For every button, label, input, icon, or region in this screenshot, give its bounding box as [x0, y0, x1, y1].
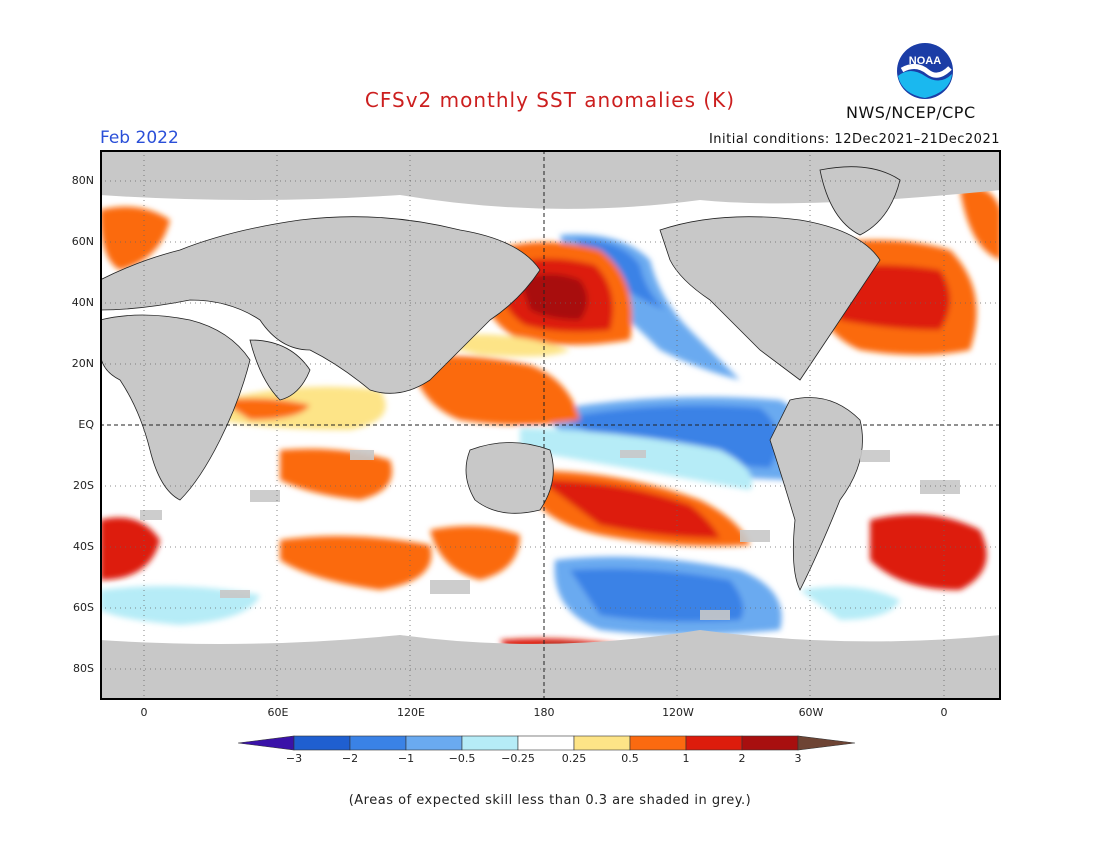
colorbar-level-label: −0.25	[501, 752, 535, 765]
colorbar-swatch	[405, 735, 463, 751]
lon-label: 60W	[798, 706, 824, 719]
lat-label: 40S	[73, 540, 94, 553]
colorbar-swatch	[685, 735, 743, 751]
lat-label: 80N	[71, 174, 94, 187]
low-skill-mask	[140, 450, 960, 620]
initial-conditions: Initial conditions: 12Dec2021–21Dec2021	[708, 132, 1000, 147]
lon-label: 180	[533, 706, 555, 719]
colorbar-swatch	[573, 735, 631, 751]
anomaly-field	[100, 187, 1001, 662]
colorbar-swatch	[238, 735, 295, 751]
colorbar-swatch	[349, 735, 407, 751]
lat-label: 40N	[71, 296, 94, 309]
lon-label: 0	[140, 706, 148, 719]
colorbar-level-label: 2	[738, 752, 746, 765]
colorbar-level-label: −0.5	[448, 752, 476, 765]
colorbar-swatch	[741, 735, 799, 751]
colorbar-swatch	[629, 735, 687, 751]
colorbar-swatch	[517, 735, 575, 751]
lat-label: 20N	[71, 357, 94, 370]
lon-label: 0	[940, 706, 948, 719]
colorbar-swatch	[797, 735, 856, 751]
colorbar-level-label: −3	[285, 752, 303, 765]
lat-label: 20S	[73, 479, 94, 492]
agency-label: NWS/NCEP/CPC	[846, 103, 976, 122]
logo-text: NOAA	[909, 55, 941, 67]
colorbar-swatch	[461, 735, 519, 751]
colorbar-level-label: 1	[682, 752, 690, 765]
noaa-logo: NOAA	[894, 40, 956, 102]
colorbar-level-label: 0.5	[621, 752, 639, 765]
lat-label: 80S	[73, 662, 94, 675]
lat-label: EQ	[78, 418, 94, 431]
lon-label: 60E	[267, 706, 289, 719]
colorbar-level-label: 0.25	[561, 752, 587, 765]
colorbar-swatch	[293, 735, 351, 751]
sst-anomaly-map	[100, 150, 1001, 700]
colorbar-level-label: −2	[341, 752, 359, 765]
colorbar-level-label: −1	[397, 752, 415, 765]
colorbar	[238, 735, 856, 751]
lat-label: 60N	[71, 235, 94, 248]
lat-label: 60S	[73, 601, 94, 614]
land-masses	[100, 166, 901, 591]
map-title: CFSv2 monthly SST anomalies (K)	[364, 88, 736, 112]
forecast-month: Feb 2022	[100, 128, 179, 148]
colorbar-level-label: 3	[794, 752, 802, 765]
lon-label: 120E	[397, 706, 425, 719]
skill-footnote: (Areas of expected skill less than 0.3 a…	[348, 793, 752, 808]
graticule	[100, 150, 1001, 700]
lon-label: 120W	[662, 706, 694, 719]
